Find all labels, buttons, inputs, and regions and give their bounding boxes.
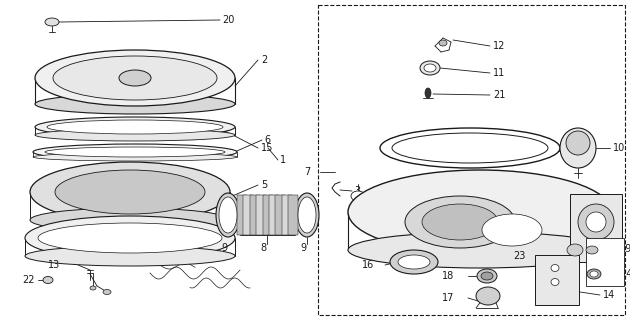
Bar	[586, 238, 624, 286]
Ellipse shape	[348, 170, 612, 254]
Ellipse shape	[586, 246, 598, 254]
Text: 7: 7	[304, 167, 310, 177]
Bar	[256, 195, 266, 235]
Ellipse shape	[35, 50, 235, 106]
Text: 9: 9	[300, 243, 306, 253]
Ellipse shape	[53, 56, 217, 100]
Ellipse shape	[551, 278, 559, 285]
Bar	[535, 255, 579, 305]
Ellipse shape	[25, 246, 235, 266]
Bar	[282, 195, 292, 235]
Ellipse shape	[567, 244, 583, 256]
Ellipse shape	[90, 286, 96, 290]
Text: 22: 22	[22, 275, 35, 285]
Ellipse shape	[348, 232, 612, 268]
Text: 13: 13	[48, 260, 60, 270]
Text: 14: 14	[603, 290, 616, 300]
Ellipse shape	[216, 193, 240, 237]
Ellipse shape	[566, 131, 590, 155]
Bar	[249, 195, 260, 235]
Ellipse shape	[405, 196, 515, 248]
Text: 4: 4	[374, 191, 380, 201]
Text: 21: 21	[493, 90, 505, 100]
Ellipse shape	[439, 40, 447, 46]
Ellipse shape	[551, 265, 559, 271]
Text: 5: 5	[261, 180, 267, 190]
Ellipse shape	[30, 208, 230, 232]
Bar	[237, 195, 247, 235]
Ellipse shape	[35, 117, 235, 137]
Ellipse shape	[578, 204, 614, 240]
Text: 12: 12	[493, 41, 505, 51]
Ellipse shape	[587, 269, 601, 279]
Text: 2: 2	[261, 55, 267, 65]
Ellipse shape	[35, 129, 235, 141]
Bar	[243, 195, 253, 235]
Text: 24: 24	[620, 269, 630, 279]
Ellipse shape	[55, 170, 205, 214]
Text: 10: 10	[613, 143, 625, 153]
Ellipse shape	[351, 191, 365, 201]
Ellipse shape	[35, 94, 235, 114]
Ellipse shape	[298, 197, 316, 233]
Ellipse shape	[33, 153, 237, 161]
Ellipse shape	[119, 70, 151, 86]
Text: 16: 16	[362, 260, 374, 270]
Ellipse shape	[422, 204, 498, 240]
Ellipse shape	[420, 61, 440, 75]
Text: 6: 6	[264, 135, 270, 145]
Text: 23: 23	[513, 251, 525, 261]
Ellipse shape	[590, 271, 598, 277]
Text: 8: 8	[260, 243, 266, 253]
Bar	[269, 195, 279, 235]
Bar	[570, 194, 622, 262]
Text: 6: 6	[576, 151, 582, 161]
Ellipse shape	[219, 197, 237, 233]
Ellipse shape	[380, 128, 560, 168]
Ellipse shape	[103, 290, 111, 294]
Ellipse shape	[38, 223, 222, 253]
Ellipse shape	[424, 64, 436, 72]
Bar	[263, 195, 273, 235]
Ellipse shape	[477, 269, 497, 283]
Text: 1: 1	[280, 155, 286, 165]
Ellipse shape	[560, 128, 596, 168]
Ellipse shape	[33, 144, 237, 160]
Ellipse shape	[30, 162, 230, 222]
Bar	[318, 5, 625, 315]
Ellipse shape	[425, 88, 431, 98]
Ellipse shape	[482, 214, 542, 246]
Ellipse shape	[481, 272, 493, 280]
Text: 18: 18	[442, 271, 454, 281]
Ellipse shape	[398, 255, 430, 269]
Text: 15: 15	[261, 143, 273, 153]
Ellipse shape	[390, 250, 438, 274]
Ellipse shape	[392, 133, 548, 163]
Text: 3: 3	[354, 186, 360, 196]
Ellipse shape	[47, 120, 223, 134]
Ellipse shape	[586, 212, 606, 232]
Text: 17: 17	[442, 293, 454, 303]
Bar	[288, 195, 298, 235]
Ellipse shape	[43, 276, 53, 284]
Ellipse shape	[476, 287, 500, 305]
Bar	[275, 195, 285, 235]
Text: 11: 11	[493, 68, 505, 78]
Text: 20: 20	[222, 15, 234, 25]
Ellipse shape	[45, 147, 225, 157]
Ellipse shape	[25, 216, 235, 260]
Ellipse shape	[295, 193, 319, 237]
Ellipse shape	[45, 18, 59, 26]
Text: 19: 19	[620, 244, 630, 254]
Text: 9: 9	[221, 243, 227, 253]
